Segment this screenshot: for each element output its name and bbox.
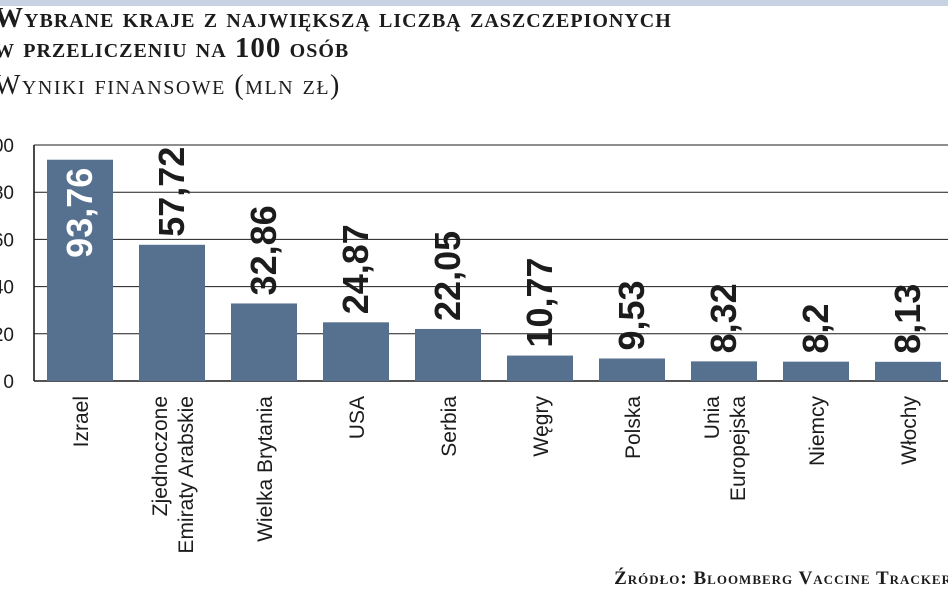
x-tick-label-line: Europejska (727, 396, 750, 501)
source-note: Źródło: Bloomberg Vaccine Tracker (614, 568, 948, 589)
y-axis: 0 20 40 60 80 100 (0, 136, 14, 393)
chart-subtitle: Wyniki finansowe (mln zł) (0, 70, 341, 101)
y-tick-label: 40 (0, 278, 14, 299)
bar (323, 322, 389, 381)
x-tick-label: USA (346, 396, 369, 439)
x-tick-label: Serbia (438, 396, 461, 457)
x-tick-label: Zjednoczone Emiraty Arabskie (149, 396, 198, 554)
bar (139, 244, 205, 381)
x-tick-label-line: Polska (622, 396, 645, 459)
x-axis: Izrael Zjednoczone Emiraty Arabskie Wielka … (70, 396, 921, 554)
data-label: 32,86 (243, 205, 284, 295)
x-tick-label-line: Izrael (70, 396, 93, 447)
x-tick-label: Polska (622, 396, 645, 459)
chart-title-line-1: Wybrane kraje z największą liczbą zaszcz… (0, 2, 672, 34)
x-tick-label-line: Węgry (530, 396, 553, 457)
y-tick-label: 60 (0, 230, 14, 251)
bar (415, 328, 481, 381)
chart-title-line-2: w przeliczeniu na 100 osób (0, 32, 350, 64)
x-tick-label-line: Unia (701, 396, 724, 440)
x-tick-label-line: Włochy (898, 396, 921, 465)
bar (875, 361, 941, 381)
data-label: 8,32 (703, 283, 744, 353)
y-tick-label: 20 (0, 325, 14, 346)
bar-layer: 93,76 57,72 32,86 24,87 22,05 10,77 9,53 8,32 8,… (47, 147, 941, 381)
x-tick-label: Włochy (898, 396, 921, 465)
bar (783, 361, 849, 381)
x-tick-label-line: Zjednoczone (149, 396, 172, 516)
data-label: 24,87 (335, 224, 376, 314)
y-tick-label: 100 (0, 136, 14, 157)
data-label: 93,76 (59, 168, 100, 258)
y-tick-label: 80 (0, 183, 14, 204)
data-label: 8,2 (795, 304, 836, 354)
bar (47, 159, 113, 381)
bar (507, 355, 573, 381)
x-tick-label-line: USA (346, 396, 369, 439)
data-label: 10,77 (519, 257, 560, 347)
data-label: 8,13 (887, 284, 928, 354)
x-tick-label: Izrael (70, 396, 93, 447)
x-tick-label-line: Emiraty Arabskie (175, 396, 198, 554)
top-rule (0, 0, 948, 6)
bar (691, 361, 757, 381)
bar (231, 303, 297, 381)
x-tick-label: Wielka Brytania (254, 396, 277, 542)
x-tick-label-line: Serbia (438, 396, 461, 457)
data-label: 9,53 (611, 280, 652, 350)
x-tick-label-line: Niemcy (806, 396, 829, 467)
y-tick-label: 0 (3, 372, 14, 393)
data-label: 22,05 (427, 231, 468, 321)
data-label: 57,72 (151, 147, 192, 237)
bar (599, 358, 665, 381)
x-tick-label: Niemcy (806, 396, 829, 467)
x-tick-label-line: Wielka Brytania (254, 396, 277, 542)
x-tick-label: Unia Europejska (701, 396, 750, 501)
x-tick-label: Węgry (530, 396, 553, 457)
